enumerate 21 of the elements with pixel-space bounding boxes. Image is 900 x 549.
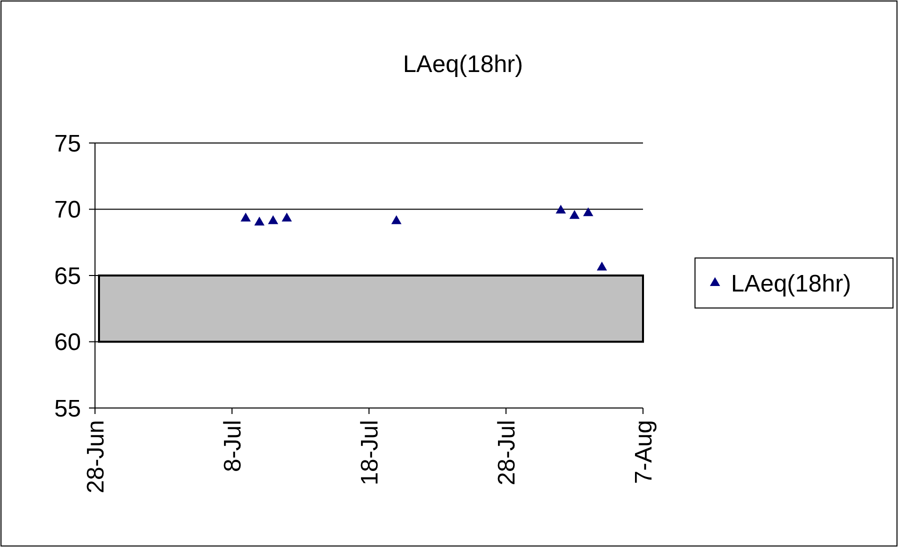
y-tick-label: 55 [54, 395, 81, 422]
y-tick-label: 70 [54, 196, 81, 224]
point [268, 215, 278, 224]
x-tick-label: 18-Jul [356, 420, 384, 486]
x-tick-label: 28-Jul [493, 420, 520, 486]
point [391, 215, 402, 224]
point [583, 207, 594, 216]
legend-label: LAeq(18hr) [731, 270, 852, 298]
x-tick-label: 7-Aug [630, 420, 658, 484]
x-tick-label: 8-Jul [219, 420, 246, 472]
point [254, 216, 264, 226]
y-tick-label: 75 [54, 130, 81, 158]
chart-title: LAeq(18hr) [402, 51, 524, 78]
point [556, 204, 566, 214]
x-tick-label: 28-Jun [82, 420, 110, 494]
point [282, 212, 292, 222]
y-tick-label: 65 [54, 262, 81, 290]
point [240, 212, 251, 222]
y-tick-label: 60 [54, 329, 81, 356]
point [596, 262, 607, 270]
point [569, 210, 580, 219]
